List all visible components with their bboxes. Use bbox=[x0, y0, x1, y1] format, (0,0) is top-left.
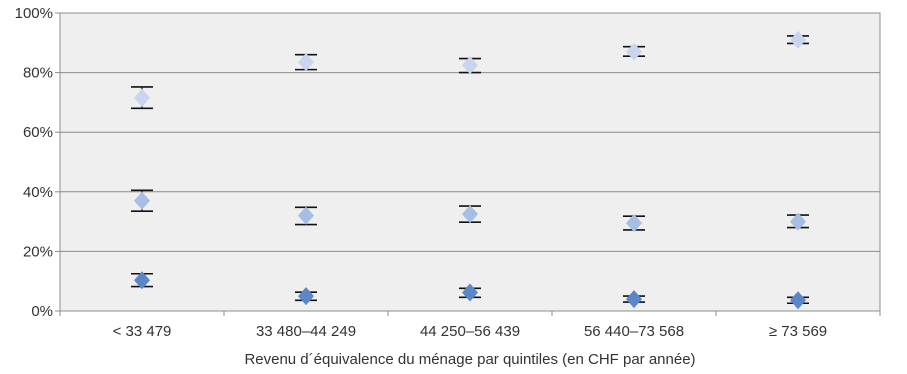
x-axis-ticks: < 33 479 33 480–44 249 44 250–56 439 56 440… bbox=[59, 311, 881, 340]
data-point-diamond bbox=[462, 205, 478, 224]
y-tick-label: 60% bbox=[23, 124, 53, 141]
data-point-diamond bbox=[626, 290, 642, 309]
data-point-diamond bbox=[790, 30, 806, 49]
data-point-diamond bbox=[790, 212, 806, 231]
x-tick-label: 56 440–73 568 bbox=[584, 323, 684, 340]
y-tick-label: 80% bbox=[23, 65, 53, 82]
data-points bbox=[134, 30, 806, 310]
x-tick-label: 33 480–44 249 bbox=[256, 323, 356, 340]
y-tick-label: 100% bbox=[15, 5, 53, 22]
data-point-diamond bbox=[134, 88, 150, 107]
data-point-diamond bbox=[134, 271, 150, 290]
data-point-diamond bbox=[462, 283, 478, 302]
x-tick-label: 44 250–56 439 bbox=[420, 323, 520, 340]
data-point-diamond bbox=[298, 53, 314, 72]
data-point-diamond bbox=[462, 56, 478, 75]
x-axis-title: Revenu d´équivalence du ménage par quint… bbox=[244, 351, 695, 368]
x-tick-label: < 33 479 bbox=[113, 323, 172, 340]
data-point-diamond bbox=[298, 206, 314, 225]
y-axis-ticks: 0% 20% 40% 60% 80% 100% bbox=[15, 5, 60, 320]
data-point-diamond bbox=[134, 191, 150, 210]
x-tick-label: ≥ 73 569 bbox=[769, 323, 827, 340]
y-tick-label: 20% bbox=[23, 243, 53, 260]
data-point-diamond bbox=[298, 287, 314, 306]
data-point-diamond bbox=[626, 214, 642, 233]
y-tick-label: 0% bbox=[31, 303, 53, 320]
data-point-diamond bbox=[626, 42, 642, 61]
y-tick-label: 40% bbox=[23, 184, 53, 201]
data-point-diamond bbox=[790, 291, 806, 310]
